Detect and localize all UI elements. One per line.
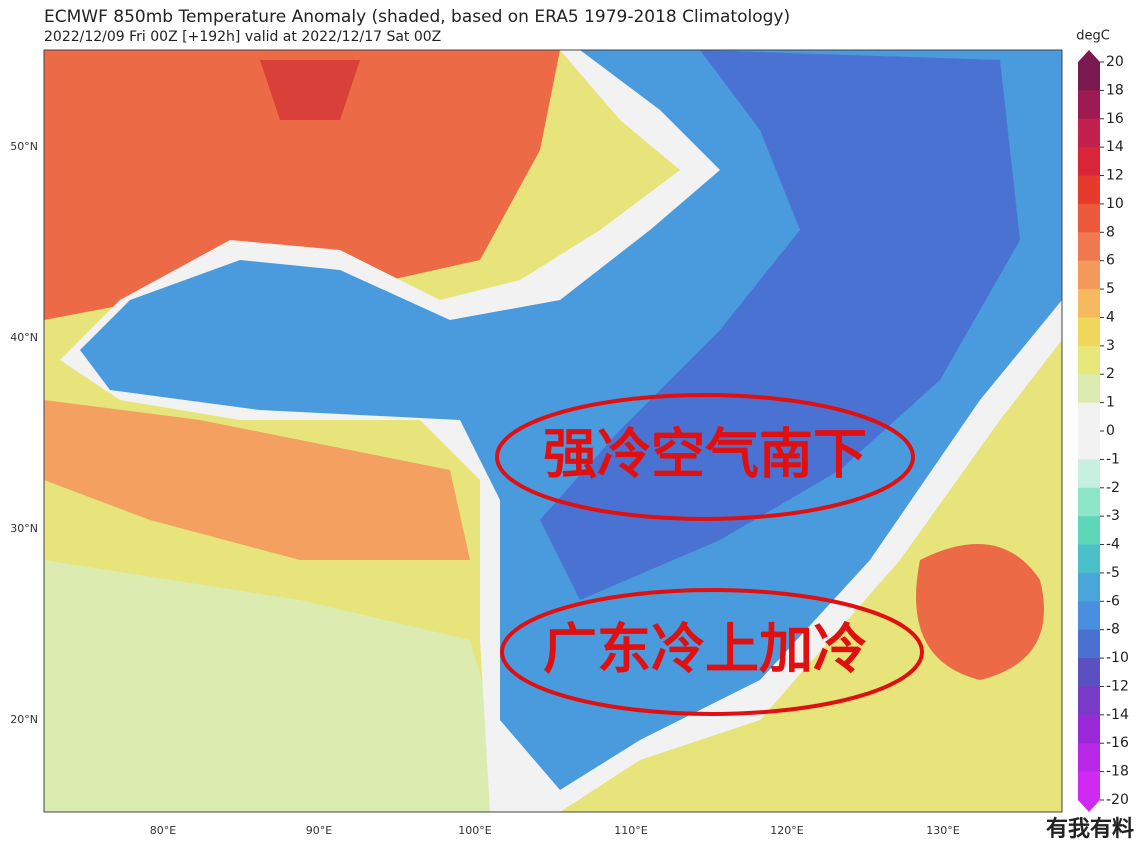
- lon-label: 120°E: [770, 824, 803, 837]
- colorbar-label: 4: [1106, 309, 1115, 325]
- map-frame: [43, 49, 1063, 813]
- colorbar-segment: [1078, 516, 1100, 546]
- colorbar-segment: [1078, 629, 1100, 659]
- colorbar-segment: [1078, 118, 1100, 148]
- lon-label: 110°E: [614, 824, 647, 837]
- annotation-ellipse: [495, 393, 915, 521]
- colorbar-segment: [1078, 289, 1100, 318]
- colorbar-segment: [1078, 402, 1100, 432]
- lat-label: 40°N: [10, 331, 38, 344]
- colorbar-label: -4: [1106, 537, 1120, 553]
- lat-label: 50°N: [10, 140, 38, 153]
- colorbar-label: -8: [1106, 622, 1120, 638]
- colorbar-segment: [1078, 175, 1100, 205]
- lat-label: 20°N: [10, 713, 38, 726]
- lon-label: 100°E: [458, 824, 491, 837]
- colorbar-label: 16: [1106, 111, 1124, 127]
- colorbar-label: -6: [1106, 593, 1120, 609]
- title: ECMWF 850mb Temperature Anomaly (shaded,…: [44, 7, 790, 27]
- colorbar-label: 8: [1106, 224, 1115, 240]
- colorbar-arrow: [1078, 800, 1100, 812]
- lon-label: 90°E: [306, 824, 332, 837]
- colorbar-segment: [1078, 743, 1100, 773]
- colorbar-segment: [1078, 147, 1100, 177]
- colorbar-label: 0: [1106, 423, 1115, 439]
- shade-warm: [916, 544, 1044, 680]
- colorbar-segment: [1078, 714, 1100, 744]
- colorbar-label: -5: [1106, 565, 1120, 581]
- shade-warm: [44, 50, 560, 320]
- colorbar-segment: [1078, 374, 1100, 404]
- shade-hot: [260, 60, 360, 120]
- colorbar-segment: [1078, 686, 1100, 716]
- colorbar-segment: [1078, 601, 1100, 631]
- colorbar-label: 2: [1106, 366, 1115, 382]
- lon-label: 130°E: [926, 824, 959, 837]
- colorbar-label: 14: [1106, 139, 1124, 155]
- colorbar-segment: [1078, 260, 1100, 290]
- colorbar-label: -18: [1106, 764, 1129, 780]
- colorbar-label: -1: [1106, 451, 1120, 467]
- colorbar-segment: [1078, 317, 1100, 347]
- shade-light: [44, 560, 520, 812]
- colorbar-segment: [1078, 232, 1100, 262]
- colorbar-label: 18: [1106, 82, 1124, 98]
- subtitle: 2022/12/09 Fri 00Z [+192h] valid at 2022…: [44, 29, 441, 45]
- colorbar-segment: [1078, 771, 1100, 801]
- colorbar-segment: [1078, 544, 1100, 574]
- watermark: 有我有料: [1046, 816, 1134, 842]
- colorbar-label: -12: [1106, 678, 1129, 694]
- annotation: 广东冷上加冷: [543, 618, 867, 681]
- annotation: 强冷空气南下: [543, 423, 867, 486]
- lon-label: 80°E: [150, 824, 176, 837]
- colorbar-segment: [1078, 658, 1100, 687]
- shade-warm: [44, 400, 470, 560]
- colorbar-segment: [1078, 203, 1100, 233]
- colorbar-arrow: [1078, 50, 1100, 62]
- colorbar-segment: [1078, 487, 1100, 517]
- colorbar-label: -10: [1106, 650, 1129, 666]
- colorbar-label: 5: [1106, 281, 1115, 297]
- colorbar-segment: [1078, 572, 1100, 602]
- annotation-ellipse: [500, 588, 924, 716]
- colorbar-label: 3: [1106, 338, 1115, 354]
- map: [44, 50, 1062, 812]
- colorbar-label: 10: [1106, 196, 1124, 212]
- colorbar-segment: [1078, 459, 1100, 489]
- colorbar-label: -14: [1106, 707, 1129, 723]
- colorbar-label: 1: [1106, 395, 1115, 411]
- colorbar-label: -16: [1106, 735, 1129, 751]
- colorbar-segment: [1078, 345, 1100, 375]
- shade-very-cold: [540, 50, 1020, 600]
- colorbar-unit: degC: [1076, 29, 1110, 44]
- colorbar-segment: [1078, 90, 1100, 120]
- colorbar-label: 20: [1106, 54, 1124, 70]
- colorbar-segment: [1078, 62, 1100, 91]
- colorbar-label: -2: [1106, 480, 1120, 496]
- colorbar-label: 12: [1106, 168, 1124, 184]
- colorbar-label: -20: [1106, 792, 1129, 808]
- lat-label: 30°N: [10, 522, 38, 535]
- colorbar-label: -3: [1106, 508, 1120, 524]
- colorbar-segment: [1078, 431, 1100, 460]
- colorbar-label: 6: [1106, 253, 1115, 269]
